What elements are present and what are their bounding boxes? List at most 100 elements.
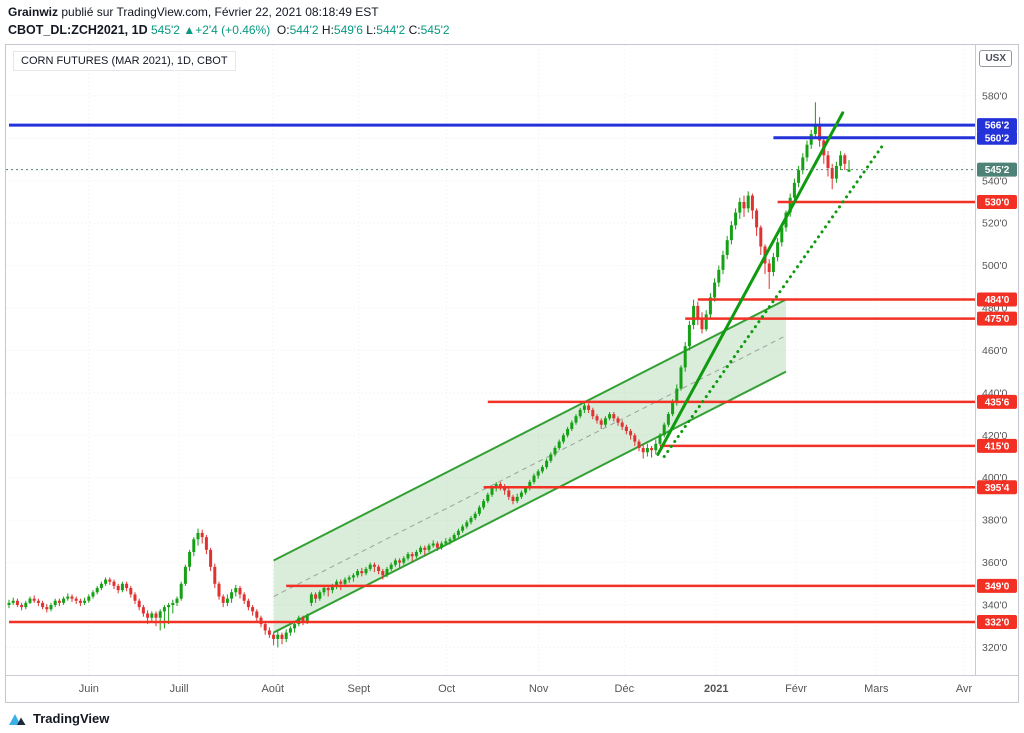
- candle-body: [456, 530, 460, 535]
- tradingview-brand[interactable]: TradingView: [33, 710, 110, 726]
- candle-body: [204, 537, 208, 550]
- trend-channel-upper[interactable]: [273, 298, 787, 562]
- candle-body: [381, 571, 385, 576]
- candle-body: [587, 405, 591, 410]
- candle-body: [209, 549, 213, 567]
- candle-body: [469, 518, 473, 523]
- candle-body: [692, 305, 696, 325]
- candle-body: [641, 448, 645, 453]
- time-tick-label[interactable]: Juill: [170, 683, 189, 695]
- close-label: C:: [408, 23, 421, 37]
- candle-body: [423, 547, 427, 550]
- price-tick-label: 320'0: [982, 642, 1008, 654]
- author-name: Grainwiz: [8, 5, 59, 19]
- candle-body: [66, 596, 70, 599]
- candle-body: [528, 481, 532, 489]
- candle-body: [326, 588, 330, 591]
- candle-body: [524, 488, 528, 493]
- candle-body: [578, 409, 582, 417]
- candle-body: [843, 155, 847, 164]
- time-tick-label[interactable]: Juin: [79, 683, 99, 695]
- candle-body: [162, 607, 166, 612]
- tradingview-logo-icon[interactable]: [8, 710, 27, 727]
- trend-channel-lower[interactable]: [273, 370, 787, 634]
- candle-body: [251, 607, 255, 612]
- price-tick-label: 340'0: [982, 600, 1008, 612]
- candle-body: [246, 600, 250, 608]
- candle-body: [725, 240, 729, 255]
- candle-body: [78, 600, 82, 603]
- candle-body: [368, 564, 372, 569]
- price-badge: [977, 480, 1017, 495]
- trend-channel-fill[interactable]: [273, 299, 787, 633]
- time-tick-label[interactable]: Févr: [785, 683, 807, 695]
- price-tick-label: 360'0: [982, 557, 1008, 569]
- candle-body: [440, 543, 444, 548]
- candle-body: [276, 634, 280, 639]
- candle-body: [234, 588, 238, 593]
- footer: TradingView: [8, 707, 109, 729]
- candle-body: [776, 242, 780, 258]
- time-tick-label[interactable]: Déc: [615, 683, 635, 695]
- candle-body: [599, 420, 603, 425]
- trendline-solid[interactable]: [656, 111, 845, 456]
- price-badge: [977, 614, 1017, 629]
- candle-body: [225, 598, 229, 603]
- candle-body: [582, 405, 586, 410]
- candle-body: [146, 613, 150, 618]
- price-badge-label: 332'0: [985, 617, 1010, 628]
- time-tick-label[interactable]: Oct: [438, 683, 455, 695]
- candle-body: [595, 416, 599, 421]
- candle-body: [372, 564, 376, 567]
- candle-body: [515, 496, 519, 502]
- publish-text: publié sur TradingView.com, Février 22, …: [58, 5, 379, 19]
- candle-body: [196, 532, 200, 540]
- candle-body: [116, 585, 120, 591]
- time-tick-label[interactable]: Sept: [348, 683, 371, 695]
- candle-body: [62, 598, 66, 603]
- price-badge: [977, 118, 1017, 133]
- candle-body: [687, 325, 691, 347]
- candle-body: [704, 314, 708, 330]
- price-badge: [977, 578, 1017, 593]
- price-badge-label: 395'4: [985, 483, 1010, 494]
- candle-body: [7, 602, 11, 605]
- candle-body: [448, 539, 452, 542]
- candle-body: [574, 416, 578, 423]
- symbol-title[interactable]: CBOT_DL:ZCH2021, 1D: [8, 23, 148, 37]
- candle-body: [616, 418, 620, 423]
- time-tick-label[interactable]: Mars: [864, 683, 889, 695]
- candle-body: [742, 201, 746, 209]
- candle-body: [57, 600, 61, 603]
- candle-body: [112, 581, 116, 586]
- candle-body: [221, 596, 225, 603]
- candle-body: [452, 535, 456, 540]
- candle-body: [284, 632, 288, 639]
- candle-body: [755, 210, 759, 228]
- candle-body: [675, 388, 679, 402]
- candle-body: [343, 579, 347, 584]
- candle-body: [351, 575, 355, 578]
- candle-body: [137, 600, 141, 608]
- time-tick-label[interactable]: Nov: [529, 683, 549, 695]
- time-tick-label[interactable]: Avr: [956, 683, 973, 695]
- chart-legend[interactable]: CORN FUTURES (MAR 2021), 1D, CBOT: [13, 51, 236, 71]
- candle-body: [263, 624, 267, 631]
- candle-body: [318, 592, 322, 599]
- time-tick-label[interactable]: 2021: [704, 683, 728, 695]
- trend-channel-midline[interactable]: [273, 335, 787, 597]
- chart-svg[interactable]: 580'0560'0540'0520'0500'0480'0460'0440'0…: [6, 45, 1018, 702]
- candle-body: [175, 598, 179, 603]
- candle-body: [141, 607, 145, 614]
- candle-body: [553, 448, 557, 455]
- candle-body: [87, 596, 91, 601]
- candle-body: [767, 263, 771, 272]
- price-unit-badge: USX: [979, 50, 1012, 67]
- candle-body: [267, 630, 271, 635]
- candle-body: [666, 414, 670, 425]
- open-value: 544'2: [289, 23, 319, 37]
- candle-body: [662, 424, 666, 436]
- price-badge: [977, 438, 1017, 453]
- time-tick-label[interactable]: Août: [261, 683, 284, 695]
- candle-body: [797, 170, 801, 183]
